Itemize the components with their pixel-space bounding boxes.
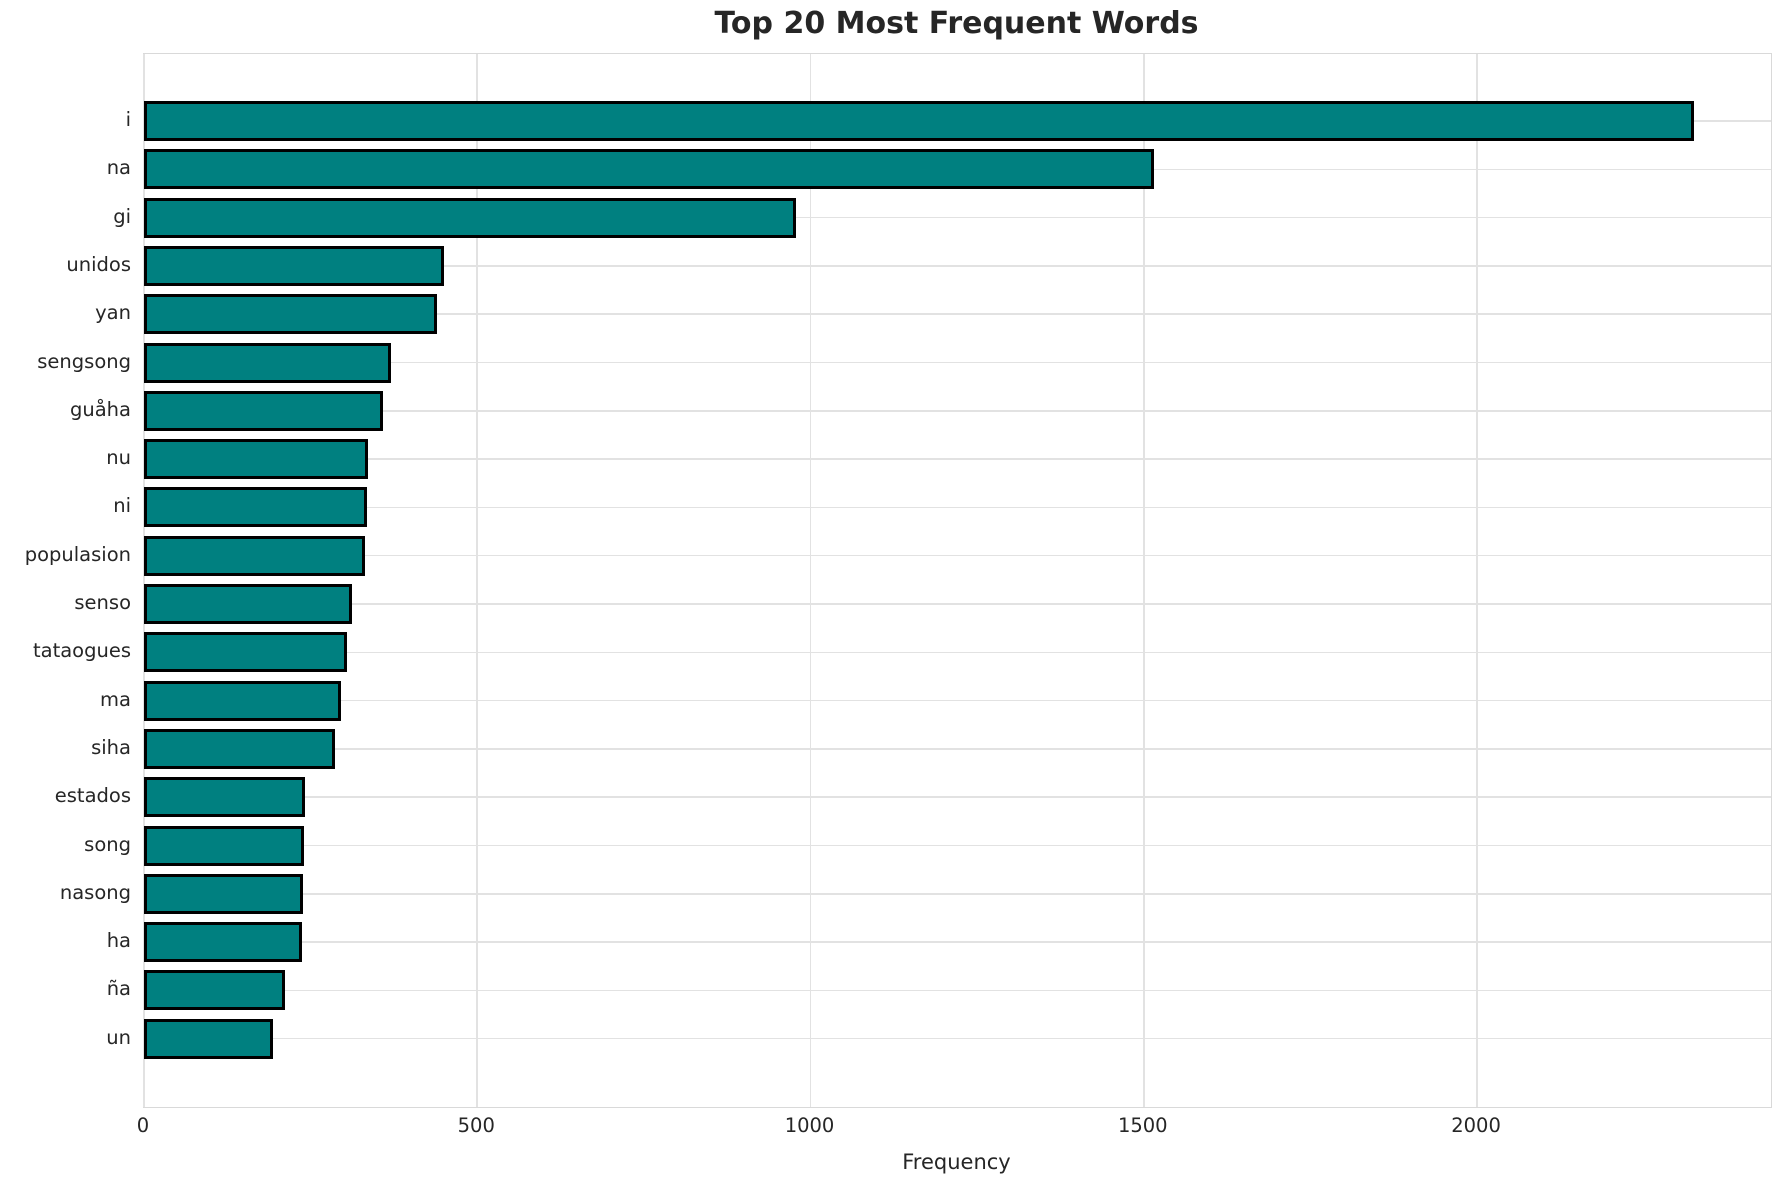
y-tick-label: unidos bbox=[66, 252, 131, 276]
y-gridline bbox=[144, 893, 1771, 895]
chart-title: Top 20 Most Frequent Words bbox=[714, 6, 1199, 41]
y-tick-label: ni bbox=[113, 494, 131, 518]
bar-senso bbox=[144, 584, 352, 624]
y-tick-label: tataogues bbox=[32, 639, 131, 663]
bar-gi bbox=[144, 197, 796, 238]
x-tick-label: 0 bbox=[136, 1114, 150, 1137]
y-tick-label: sengsong bbox=[37, 349, 131, 373]
bar-sengsong bbox=[144, 342, 392, 383]
bar-nasong bbox=[144, 873, 303, 914]
y-gridline bbox=[144, 603, 1771, 605]
x-gridline bbox=[809, 54, 812, 1107]
y-tick-label: ña bbox=[106, 977, 131, 1001]
y-tick-label: ma bbox=[100, 687, 131, 711]
y-tick-label: populasion bbox=[24, 542, 131, 566]
y-tick-label: estados bbox=[54, 784, 131, 808]
y-gridline bbox=[144, 1037, 1771, 1040]
x-tick-label: 1500 bbox=[1117, 1114, 1168, 1137]
bar-yan bbox=[144, 294, 437, 335]
y-tick-label: ha bbox=[106, 929, 131, 953]
bar-na bbox=[144, 149, 1154, 190]
plot-area bbox=[143, 53, 1772, 1108]
y-tick-label: na bbox=[106, 156, 131, 180]
x-tick-label: 1000 bbox=[784, 1114, 835, 1137]
y-tick-label: siha bbox=[91, 735, 131, 759]
y-gridline bbox=[144, 554, 1771, 557]
y-gridline bbox=[144, 699, 1771, 702]
bar-unidos bbox=[144, 245, 444, 286]
x-tick-label: 500 bbox=[457, 1114, 495, 1137]
bar-ma bbox=[144, 680, 342, 721]
bar-un bbox=[144, 1018, 273, 1059]
bar-nu bbox=[144, 439, 368, 480]
y-tick-label: i bbox=[125, 108, 131, 131]
bar-i bbox=[144, 101, 1694, 141]
x-gridline bbox=[1142, 54, 1145, 1107]
y-tick-label: nu bbox=[106, 446, 131, 470]
bar-siha bbox=[144, 728, 336, 769]
y-gridline bbox=[144, 458, 1771, 460]
y-tick-label: yan bbox=[95, 301, 131, 325]
bar-tataogues bbox=[144, 632, 348, 673]
y-gridline bbox=[144, 506, 1771, 509]
bar-ña bbox=[144, 970, 286, 1011]
y-gridline bbox=[144, 748, 1771, 750]
y-gridline bbox=[144, 796, 1771, 798]
y-tick-label: un bbox=[106, 1025, 131, 1049]
x-gridline bbox=[1476, 54, 1478, 1107]
bar-populasion bbox=[144, 535, 365, 576]
y-tick-label: song bbox=[84, 832, 131, 856]
y-tick-label: nasong bbox=[59, 880, 131, 904]
y-gridline bbox=[144, 941, 1771, 943]
y-gridline bbox=[144, 651, 1771, 654]
bar-ni bbox=[144, 487, 367, 528]
y-gridline bbox=[144, 410, 1771, 412]
bar-guåha bbox=[144, 390, 383, 431]
x-axis-label: Frequency bbox=[902, 1150, 1011, 1174]
y-gridline bbox=[144, 989, 1771, 992]
bar-estados bbox=[144, 777, 305, 818]
bar-ha bbox=[144, 922, 302, 963]
y-tick-label: senso bbox=[74, 591, 131, 614]
y-tick-label: guåha bbox=[70, 397, 131, 421]
x-tick-label: 2000 bbox=[1451, 1114, 1501, 1137]
y-gridline bbox=[144, 844, 1771, 847]
y-tick-label: gi bbox=[113, 204, 131, 228]
bar-song bbox=[144, 825, 304, 866]
